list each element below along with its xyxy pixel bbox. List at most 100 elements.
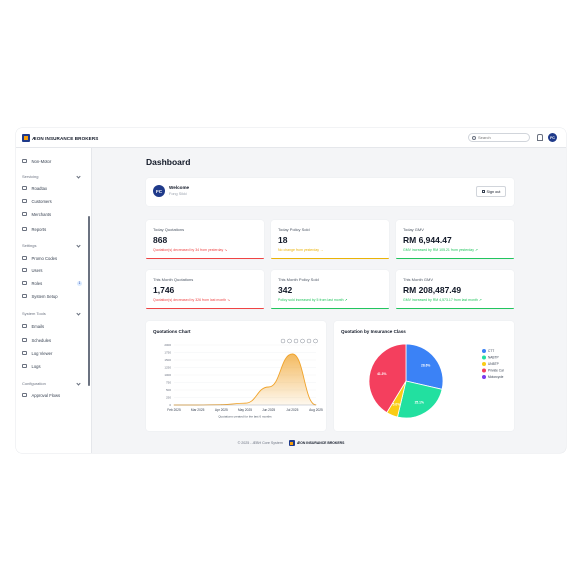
y-tick-label: 1500 — [164, 358, 171, 362]
sidebar-item-emails[interactable]: Emails — [22, 322, 84, 330]
sidebar-section-configuration[interactable]: Configuration — [22, 379, 84, 387]
sidebar-item-approval-flows[interactable]: Approval Flows — [22, 391, 84, 399]
sidebar-section-system-tools[interactable]: System Tools — [22, 309, 84, 317]
calendar-icon — [22, 337, 27, 343]
legend-swatch — [482, 349, 486, 353]
stat-trend-note: GMV increased by RM 105.21 from yesterda… — [403, 248, 478, 252]
pie-slice[interactable] — [405, 343, 444, 390]
user-avatar[interactable]: FC — [548, 133, 557, 142]
series-area — [174, 354, 316, 405]
y-tick-label: 1750 — [164, 351, 171, 355]
brand-name: ÆON INSURANCE BROKERS — [32, 135, 99, 141]
sign-out-button[interactable]: Sign out — [476, 186, 506, 197]
stat-card-month-gmv: This Month GMV RM 208,487.49 GMV increased… — [396, 270, 514, 309]
legend-label[interactable]: Motorcycle — [488, 375, 504, 379]
sidebar-item-label: Settings — [22, 242, 37, 248]
sign-out-label: Sign out — [486, 189, 501, 194]
data-point[interactable] — [244, 402, 246, 404]
y-tick-label: 2000 — [164, 343, 171, 347]
x-tick-label: Feb 2025 — [167, 408, 181, 412]
stat-label: This Month Policy Sold — [278, 277, 319, 282]
welcome-card: FC Welcome Fong Sikki Sign out — [146, 178, 514, 206]
sidebar-item-merchants[interactable]: Merchants — [22, 210, 84, 218]
sidebar-item-schedules[interactable]: Schedules — [22, 336, 84, 344]
quotations-chart-title: Quotations Chart — [153, 329, 191, 334]
sidebar-item-label: Roles — [31, 280, 43, 286]
search-input[interactable] — [478, 135, 528, 140]
sidebar-item-roles[interactable]: Roles 1 — [22, 279, 84, 287]
sidebar-item-customers[interactable]: Customers — [22, 197, 84, 205]
legend-label[interactable]: Private Car — [488, 369, 505, 373]
stat-trend-note: Quotation(s) decreased by 34 from yester… — [153, 248, 228, 252]
slice-label: 28.6% — [421, 363, 430, 367]
pie-slice[interactable] — [396, 380, 443, 419]
stat-card-today-quotations: Today Quotations 868 Quotation(s) decrease… — [146, 220, 264, 259]
menu-icon[interactable] — [313, 338, 318, 344]
top-bar: ÆON INSURANCE BROKERS FC — [16, 128, 566, 148]
sidebar-item-users[interactable]: Users — [22, 266, 84, 274]
home-icon[interactable] — [306, 338, 312, 344]
stat-card-today-gmv: Today GMV RM 6,944.47 GMV increased by RM … — [396, 220, 514, 259]
legend-swatch — [482, 375, 486, 379]
sidebar-item-roadtax[interactable]: Roadtax — [22, 184, 84, 192]
list-icon — [22, 363, 27, 369]
user-icon — [22, 267, 27, 273]
stat-trend-note: No change from yesterday → — [278, 248, 324, 252]
store-icon — [22, 211, 27, 217]
file-icon — [22, 350, 27, 356]
slice-label: 5.0% — [393, 402, 401, 406]
sidebar-item-log-viewer[interactable]: Log Viewer — [22, 349, 84, 357]
legend-label[interactable]: UNBTP — [488, 362, 499, 366]
brand-logo[interactable]: ÆON INSURANCE BROKERS — [22, 133, 98, 143]
stat-value: 18 — [278, 235, 288, 245]
x-tick-label: Apr 2025 — [215, 408, 228, 412]
sidebar-item-logs[interactable]: Logs — [22, 362, 84, 370]
logo-mark-icon — [22, 134, 30, 142]
sidebar-item-system-setup[interactable]: System Setup — [22, 292, 84, 300]
stat-accent-bar — [146, 257, 264, 259]
x-tick-label: Mar 2025 — [191, 408, 205, 412]
stat-accent-bar — [146, 307, 264, 309]
key-icon — [22, 280, 27, 286]
pie-slice[interactable] — [368, 343, 407, 414]
sidebar-item-label: Logs — [31, 363, 41, 369]
legend-swatch — [482, 355, 486, 360]
y-tick-label: 500 — [166, 388, 171, 392]
search-box[interactable] — [468, 133, 530, 142]
slice-label: 25.1% — [415, 400, 424, 404]
x-tick-label: May 2025 — [238, 408, 252, 412]
sidebar-item-non-motor[interactable]: Non-Motor — [22, 157, 84, 165]
data-point[interactable] — [291, 353, 293, 355]
sidebar-item-label: Servicing — [22, 173, 39, 179]
zoom-out-icon[interactable] — [287, 338, 292, 344]
magnify-icon[interactable] — [293, 338, 299, 344]
sidebar-item-label: Non-Motor — [31, 158, 52, 164]
stat-card-today-policy-sold: Today Policy Sold 18 No change from yester… — [271, 220, 389, 259]
bell-icon[interactable] — [536, 133, 543, 141]
insurance-class-pie-chart: 28.6% 25.1% 5.0% 41.3% CTT NABTP UNBTP Private … — [368, 343, 505, 419]
stat-label: Today Policy Sold — [278, 227, 310, 232]
sidebar-scrollbar-thumb[interactable] — [88, 216, 90, 386]
sidebar-item-promo-codes[interactable]: Promo Codes — [22, 254, 84, 262]
zoom-in-icon[interactable] — [280, 338, 286, 344]
y-tick-label: 750 — [166, 381, 171, 385]
sidebar-item-label: Merchants — [31, 211, 52, 217]
insurance-class-chart-card: Quotation by Insurance Class 28.6% 25.1% 5… — [334, 321, 514, 431]
chart-caption: Quotations created for the last 6 months — [218, 415, 272, 419]
sidebar-item-label: Roadtax — [31, 185, 48, 191]
stat-trend-note: Quotation(s) decreased by 326 from last … — [153, 298, 231, 302]
sidebar-item-label: Users — [31, 267, 43, 273]
users-icon — [22, 198, 27, 204]
data-point[interactable] — [268, 386, 270, 388]
shield-icon — [22, 158, 27, 164]
sidebar-section-servicing[interactable]: Servicing — [22, 172, 84, 180]
sidebar-section-settings[interactable]: Settings — [22, 241, 84, 249]
y-tick-label: 0 — [169, 403, 171, 407]
stat-card-month-quotations: This Month Quotations 1,746 Quotation(s) d… — [146, 270, 264, 309]
pan-icon[interactable] — [300, 338, 305, 344]
stat-label: This Month GMV — [403, 277, 434, 282]
chevron-down-icon — [76, 310, 81, 316]
sidebar-item-reports[interactable]: Reports — [22, 225, 84, 233]
legend-label[interactable]: NABTP — [488, 356, 499, 360]
legend-label[interactable]: CTT — [488, 349, 494, 353]
